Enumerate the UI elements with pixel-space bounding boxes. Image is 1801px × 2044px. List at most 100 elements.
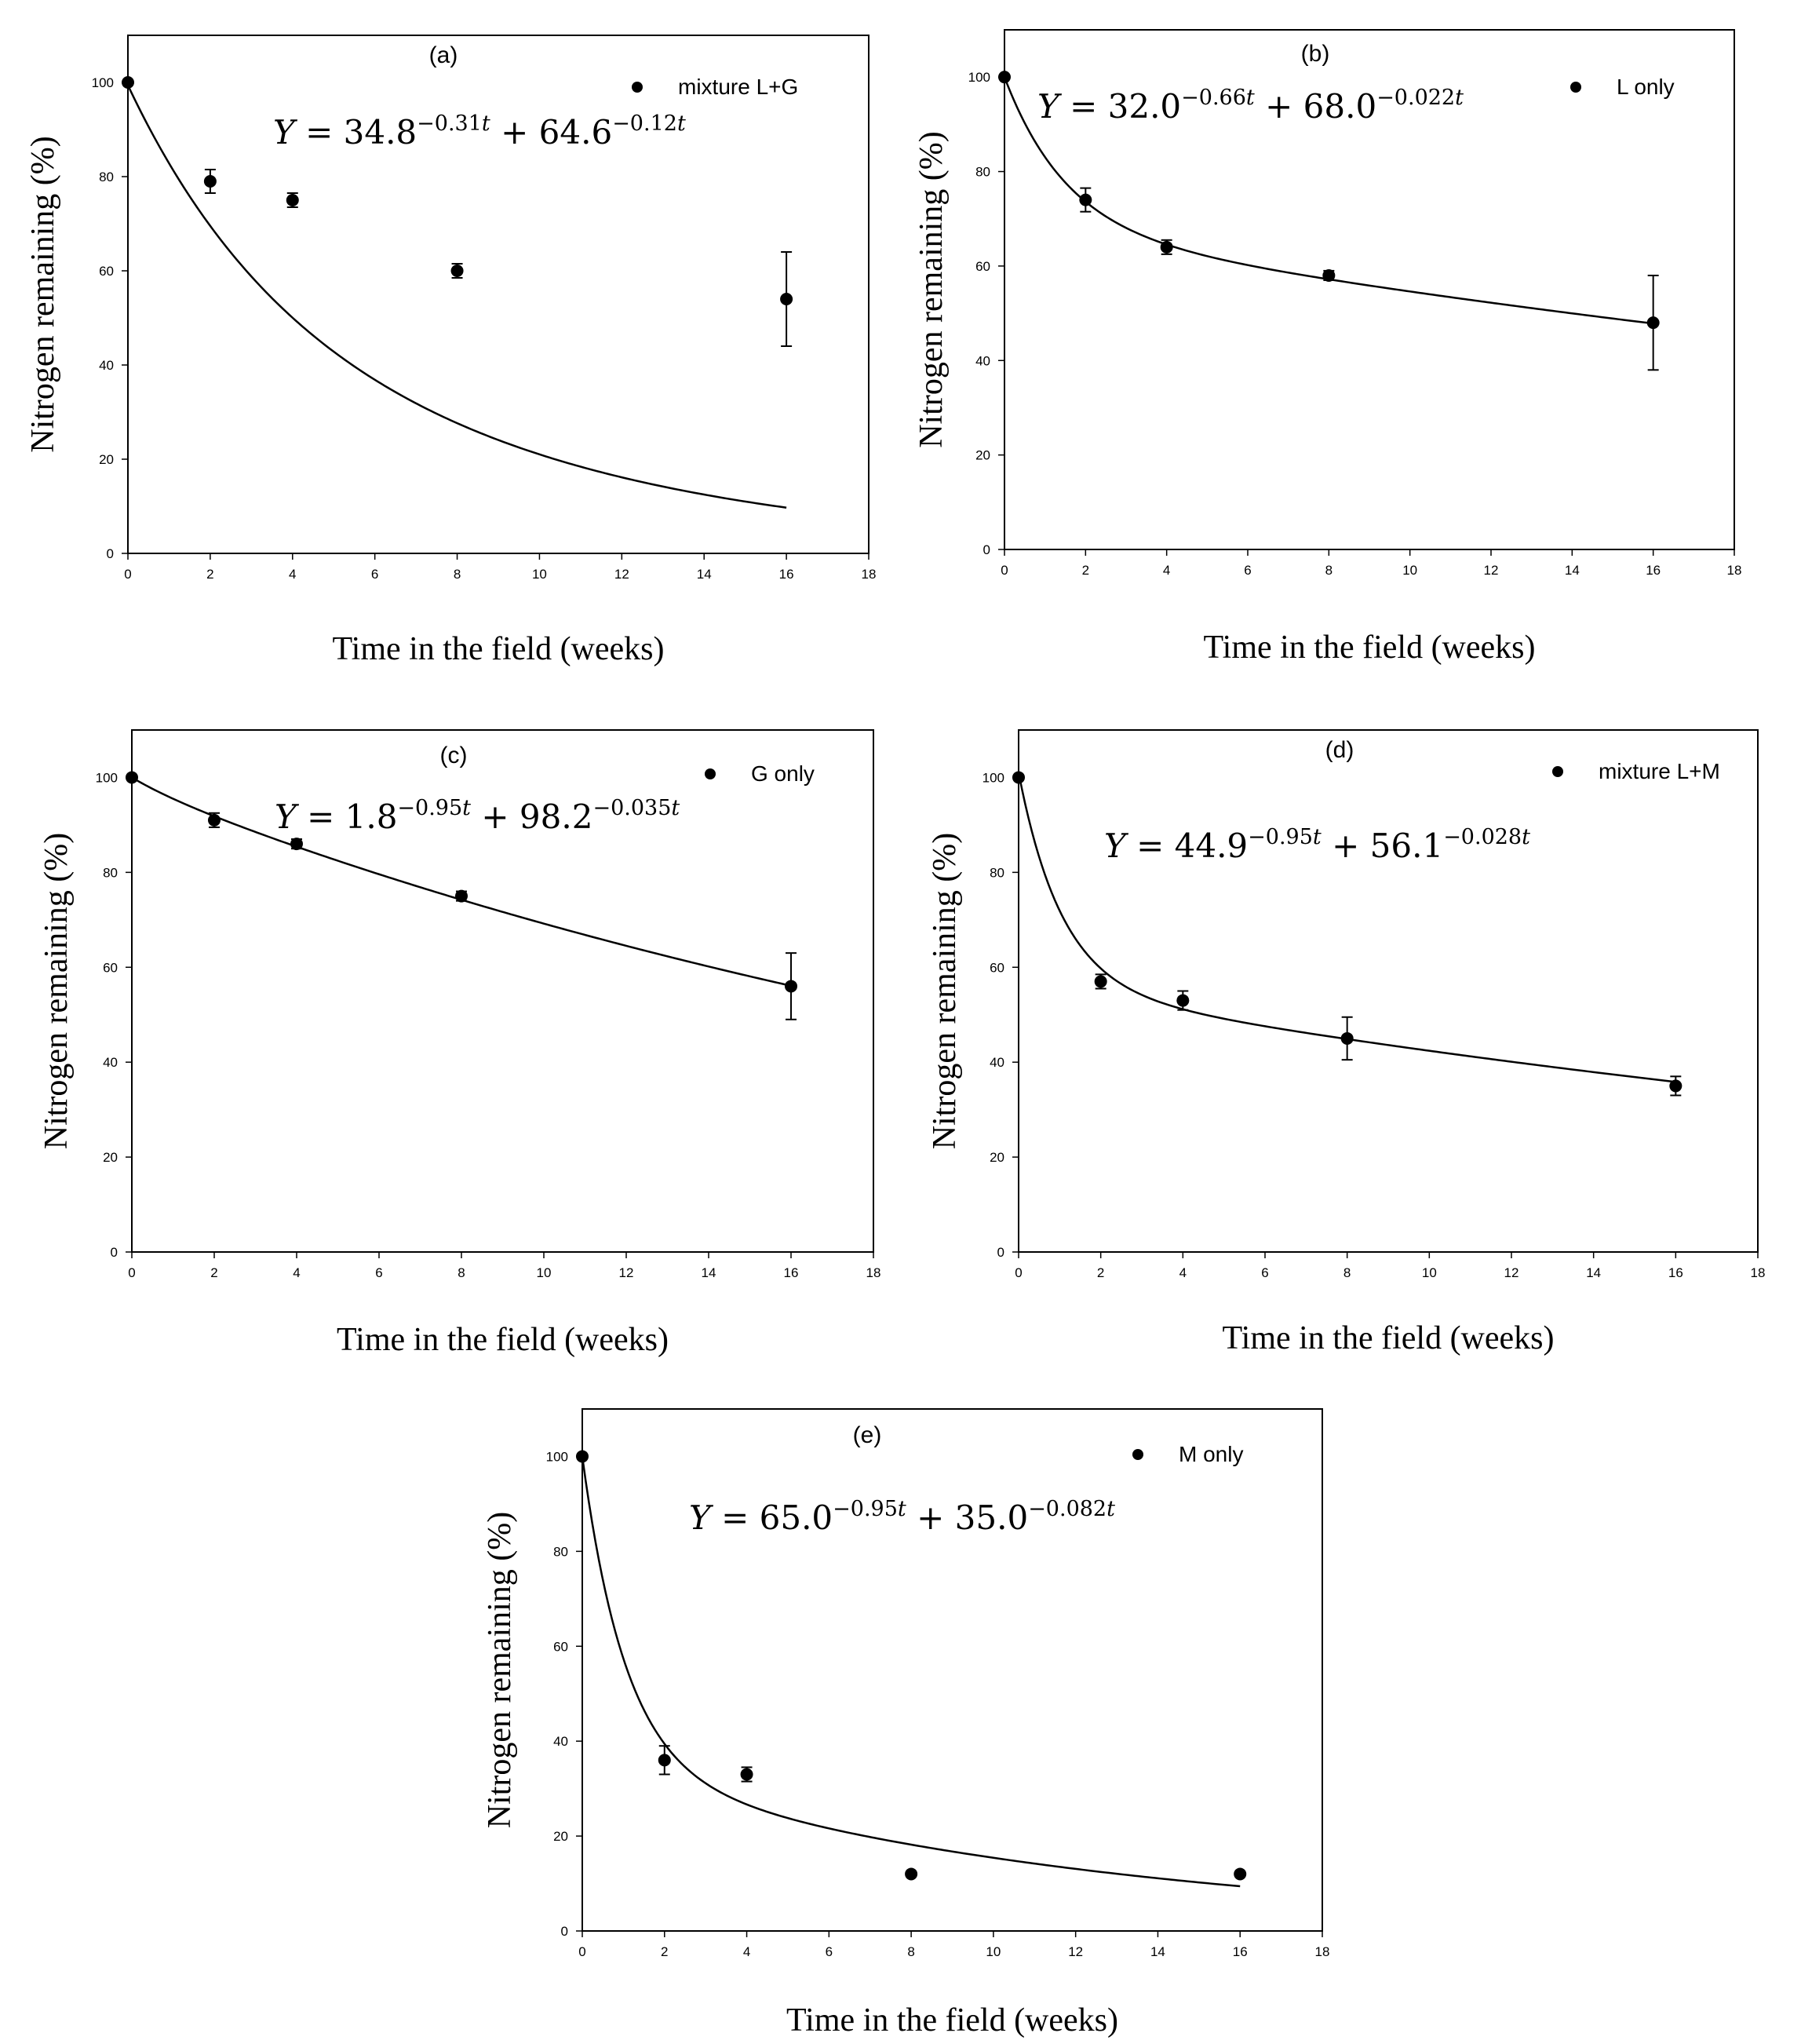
y-tick-label: 40 [553,1734,568,1749]
x-tick-label: 12 [1484,563,1499,578]
x-tick-label: 2 [1097,1265,1104,1280]
y-tick-label: 40 [975,353,990,368]
plot-frame [1004,29,1735,550]
x-tick-label: 2 [1082,563,1089,578]
chart-panel-e: 0 2 4 6 8 10 12 14 16 18 0 20 40 60 80 100 Time in the f… [482,1408,1330,2039]
x-tick-label: 12 [619,1265,634,1280]
y-tick-label: 0 [561,1924,568,1939]
data-point [1079,193,1092,206]
data-point [658,1754,671,1767]
x-tick-label: 0 [128,1265,135,1280]
y-tick-label: 80 [975,165,990,180]
chart-panel-c: 0 2 4 6 8 10 12 14 16 18 0 20 40 60 80 100 Time in the f… [38,729,881,1358]
panel-label: (c) [440,743,468,768]
x-tick-label: 8 [1343,1265,1351,1280]
x-tick-label: 10 [1422,1265,1437,1280]
x-tick-label: 10 [537,1265,552,1280]
fit-curve [581,1456,1241,1888]
y-tick-label: 80 [990,865,1004,880]
data-point [998,71,1011,84]
x-tick-label: 10 [1402,563,1417,578]
y-tick-label: 40 [99,358,114,373]
data-point [1322,268,1336,282]
chart-panel-a: 0 2 4 6 8 10 12 14 16 18 0 20 40 60 80 100 Time in the f… [25,35,876,667]
x-axis-title: Time in the field (weeks) [337,1322,669,1358]
x-tick-label: 8 [454,567,461,582]
plot-frame [581,1408,1323,1932]
data-point [126,771,138,784]
data-point [286,194,299,206]
x-tick-label: 18 [1315,1944,1330,1959]
y-axis-title: Nitrogen remaining (%) [482,1512,518,1829]
panel-label: (b) [1301,41,1330,67]
legend-label: L only [1617,75,1675,99]
y-tick-label: 0 [983,542,990,557]
y-tick-label: 60 [553,1639,568,1654]
data-point [1669,1079,1683,1093]
y-axis-title: Nitrogen remaining (%) [913,131,950,448]
x-axis-title: Time in the field (weeks) [332,631,664,667]
x-tick-label: 18 [862,567,877,582]
data-point [208,813,221,827]
x-tick-label: 12 [1504,1265,1519,1280]
y-axis-title: Nitrogen remaining (%) [927,833,963,1150]
y-tick-label: 40 [103,1055,118,1070]
legend-label: mixture L+M [1599,759,1720,783]
legend-marker [1552,766,1563,777]
x-tick-label: 8 [907,1944,914,1959]
y-tick-label: 0 [107,546,114,561]
panel-label: (e) [853,1422,882,1448]
y-tick-label: 100 [546,1449,568,1464]
plot-frame [127,35,870,554]
x-tick-label: 8 [458,1265,465,1280]
fit-equation: Y = 1.8−0.95t + 98.2−0.035t [275,796,680,836]
data-point [1160,240,1173,254]
x-tick-label: 6 [375,1265,382,1280]
data-point [1012,771,1025,784]
legend-label: G only [751,761,815,786]
y-tick-label: 60 [103,960,118,975]
y-tick-label: 20 [975,448,990,463]
x-tick-label: 14 [1150,1944,1165,1959]
data-point [1094,975,1107,988]
x-axis-title: Time in the field (weeks) [786,2002,1118,2039]
x-tick-label: 18 [1727,563,1742,578]
y-tick-label: 20 [553,1829,568,1844]
y-tick-label: 0 [997,1245,1004,1260]
data-point [450,265,464,277]
x-tick-label: 16 [1646,563,1661,578]
x-tick-label: 2 [206,567,213,582]
x-tick-label: 6 [371,567,378,582]
data-point [455,889,468,903]
x-tick-label: 14 [697,567,712,582]
x-tick-label: 4 [1179,1265,1187,1280]
y-tick-label: 80 [103,865,118,880]
x-tick-label: 14 [1565,563,1580,578]
x-axis-title: Time in the field (weeks) [1222,1320,1554,1356]
x-tick-label: 4 [293,1265,300,1280]
x-tick-label: 0 [1001,563,1008,578]
data-point [1234,1867,1247,1881]
fit-equation: Y = 34.8−0.31t + 64.6−0.12t [273,111,686,151]
x-tick-label: 4 [289,567,296,582]
x-tick-label: 18 [1751,1265,1766,1280]
legend-label: mixture L+G [678,75,798,99]
fit-equation: Y = 32.0−0.66t + 68.0−0.022t [1037,86,1464,126]
x-tick-label: 14 [1586,1265,1601,1280]
y-tick-label: 20 [990,1150,1004,1165]
x-tick-label: 2 [661,1944,668,1959]
y-tick-label: 20 [103,1150,118,1165]
x-tick-label: 0 [124,567,131,582]
y-tick-label: 80 [99,170,114,184]
panel-label: (a) [429,42,458,68]
y-tick-label: 100 [968,70,990,85]
fit-equation: Y = 44.9−0.95t + 56.1−0.028t [1104,825,1530,865]
x-tick-label: 14 [702,1265,716,1280]
x-tick-label: 18 [866,1265,881,1280]
plot-frame [131,729,874,1253]
x-tick-label: 10 [986,1944,1001,1959]
data-point [122,76,134,89]
y-tick-label: 60 [99,264,114,279]
data-point [740,1768,753,1781]
x-tick-label: 16 [784,1265,799,1280]
